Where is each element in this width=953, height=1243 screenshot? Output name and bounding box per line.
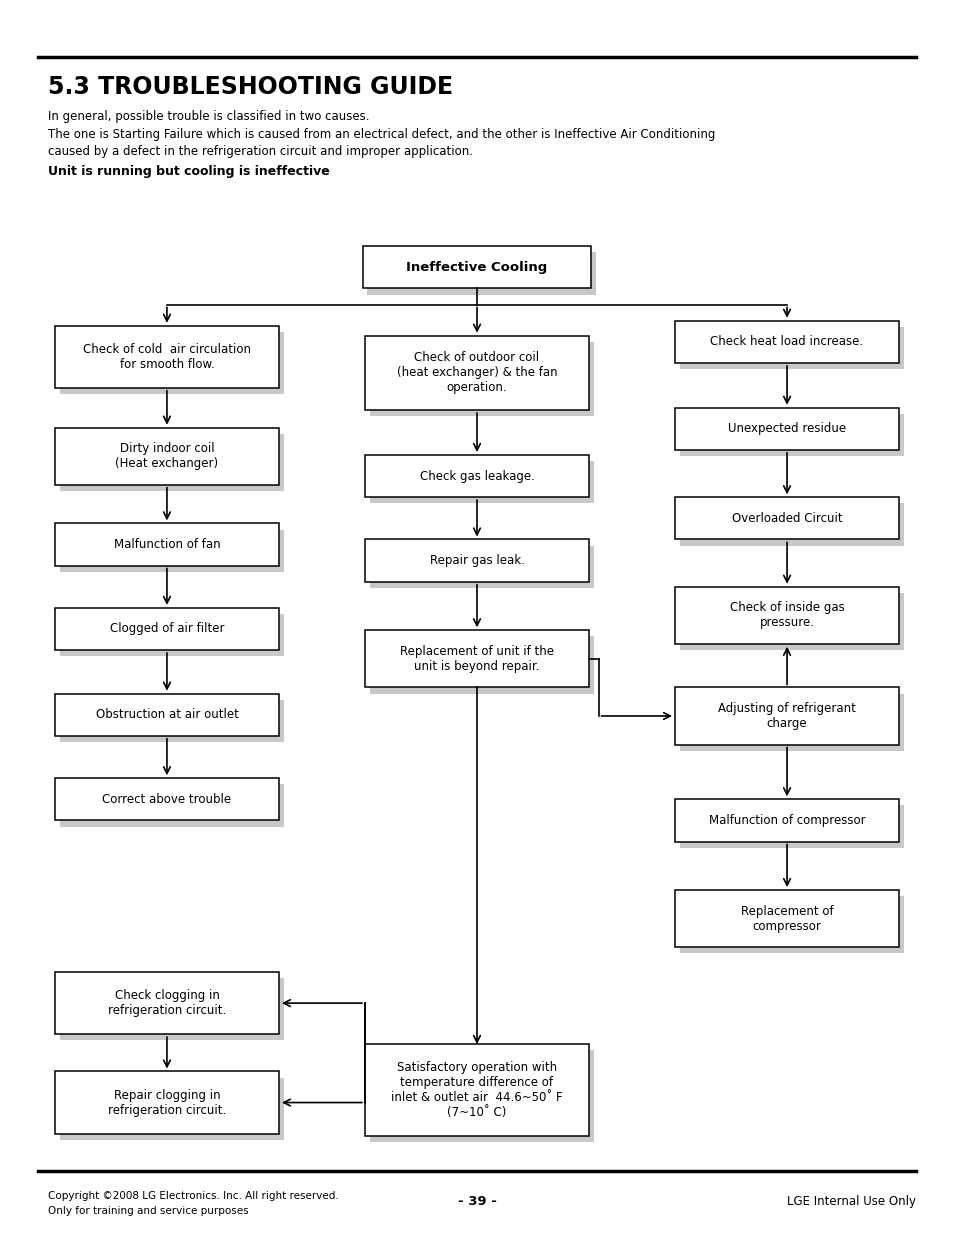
FancyBboxPatch shape xyxy=(364,455,588,497)
Text: Ineffective Cooling: Ineffective Cooling xyxy=(406,261,547,273)
FancyBboxPatch shape xyxy=(674,799,898,842)
Text: Check gas leakage.: Check gas leakage. xyxy=(419,470,534,482)
FancyBboxPatch shape xyxy=(54,778,278,820)
FancyBboxPatch shape xyxy=(362,246,591,288)
Text: Satisfactory operation with
temperature difference of
inlet & outlet air  44.6~5: Satisfactory operation with temperature … xyxy=(391,1062,562,1119)
Text: LGE Internal Use Only: LGE Internal Use Only xyxy=(786,1196,915,1208)
FancyBboxPatch shape xyxy=(59,700,283,742)
FancyBboxPatch shape xyxy=(367,252,596,295)
FancyBboxPatch shape xyxy=(679,327,902,369)
FancyBboxPatch shape xyxy=(364,539,588,582)
FancyBboxPatch shape xyxy=(369,342,593,416)
FancyBboxPatch shape xyxy=(59,978,283,1040)
FancyBboxPatch shape xyxy=(679,503,902,546)
FancyBboxPatch shape xyxy=(679,896,902,953)
FancyBboxPatch shape xyxy=(679,414,902,456)
FancyBboxPatch shape xyxy=(674,408,898,450)
FancyBboxPatch shape xyxy=(674,321,898,363)
FancyBboxPatch shape xyxy=(59,614,283,656)
Text: The one is Starting Failure which is caused from an electrical defect, and the o: The one is Starting Failure which is cau… xyxy=(48,128,715,140)
Text: Clogged of air filter: Clogged of air filter xyxy=(110,623,224,635)
Text: Only for training and service purposes: Only for training and service purposes xyxy=(48,1206,248,1216)
Text: Replacement of
compressor: Replacement of compressor xyxy=(740,905,833,932)
FancyBboxPatch shape xyxy=(679,694,902,751)
Text: Replacement of unit if the
unit is beyond repair.: Replacement of unit if the unit is beyon… xyxy=(399,645,554,672)
Text: caused by a defect in the refrigeration circuit and improper application.: caused by a defect in the refrigeration … xyxy=(48,145,472,158)
Text: Repair clogging in
refrigeration circuit.: Repair clogging in refrigeration circuit… xyxy=(108,1089,226,1116)
Text: 5.3 TROUBLESHOOTING GUIDE: 5.3 TROUBLESHOOTING GUIDE xyxy=(48,75,453,99)
FancyBboxPatch shape xyxy=(674,687,898,745)
FancyBboxPatch shape xyxy=(59,784,283,827)
FancyBboxPatch shape xyxy=(54,523,278,566)
Text: Check of inside gas
pressure.: Check of inside gas pressure. xyxy=(729,602,843,629)
Text: Correct above trouble: Correct above trouble xyxy=(102,793,232,805)
Text: - 39 -: - 39 - xyxy=(457,1196,496,1208)
FancyBboxPatch shape xyxy=(54,326,278,388)
Text: Unexpected residue: Unexpected residue xyxy=(727,423,845,435)
FancyBboxPatch shape xyxy=(674,587,898,644)
FancyBboxPatch shape xyxy=(54,608,278,650)
FancyBboxPatch shape xyxy=(364,1044,588,1136)
FancyBboxPatch shape xyxy=(674,890,898,947)
Text: Repair gas leak.: Repair gas leak. xyxy=(429,554,524,567)
Text: Adjusting of refrigerant
charge: Adjusting of refrigerant charge xyxy=(718,702,855,730)
Text: Check of cold  air circulation
for smooth flow.: Check of cold air circulation for smooth… xyxy=(83,343,251,370)
FancyBboxPatch shape xyxy=(59,530,283,572)
FancyBboxPatch shape xyxy=(679,805,902,848)
FancyBboxPatch shape xyxy=(369,461,593,503)
Text: Check of outdoor coil
(heat exchanger) & the fan
operation.: Check of outdoor coil (heat exchanger) &… xyxy=(396,352,557,394)
Text: Malfunction of fan: Malfunction of fan xyxy=(113,538,220,551)
FancyBboxPatch shape xyxy=(59,434,283,491)
Text: Obstruction at air outlet: Obstruction at air outlet xyxy=(95,709,238,721)
FancyBboxPatch shape xyxy=(679,593,902,650)
Text: Copyright ©2008 LG Electronics. Inc. All right reserved.: Copyright ©2008 LG Electronics. Inc. All… xyxy=(48,1191,338,1201)
FancyBboxPatch shape xyxy=(54,694,278,736)
Text: Malfunction of compressor: Malfunction of compressor xyxy=(708,814,864,827)
FancyBboxPatch shape xyxy=(54,1071,278,1134)
Text: Overloaded Circuit: Overloaded Circuit xyxy=(731,512,841,525)
Text: Unit is running but cooling is ineffective: Unit is running but cooling is ineffecti… xyxy=(48,165,329,178)
FancyBboxPatch shape xyxy=(674,497,898,539)
FancyBboxPatch shape xyxy=(54,428,278,485)
FancyBboxPatch shape xyxy=(369,546,593,588)
FancyBboxPatch shape xyxy=(369,1050,593,1142)
FancyBboxPatch shape xyxy=(59,332,283,394)
Text: In general, possible trouble is classified in two causes.: In general, possible trouble is classifi… xyxy=(48,111,369,123)
Text: Check heat load increase.: Check heat load increase. xyxy=(710,336,862,348)
Text: Check clogging in
refrigeration circuit.: Check clogging in refrigeration circuit. xyxy=(108,989,226,1017)
FancyBboxPatch shape xyxy=(369,636,593,694)
Text: Dirty indoor coil
(Heat exchanger): Dirty indoor coil (Heat exchanger) xyxy=(115,443,218,470)
FancyBboxPatch shape xyxy=(54,972,278,1034)
FancyBboxPatch shape xyxy=(59,1078,283,1140)
FancyBboxPatch shape xyxy=(364,336,588,410)
FancyBboxPatch shape xyxy=(364,630,588,687)
